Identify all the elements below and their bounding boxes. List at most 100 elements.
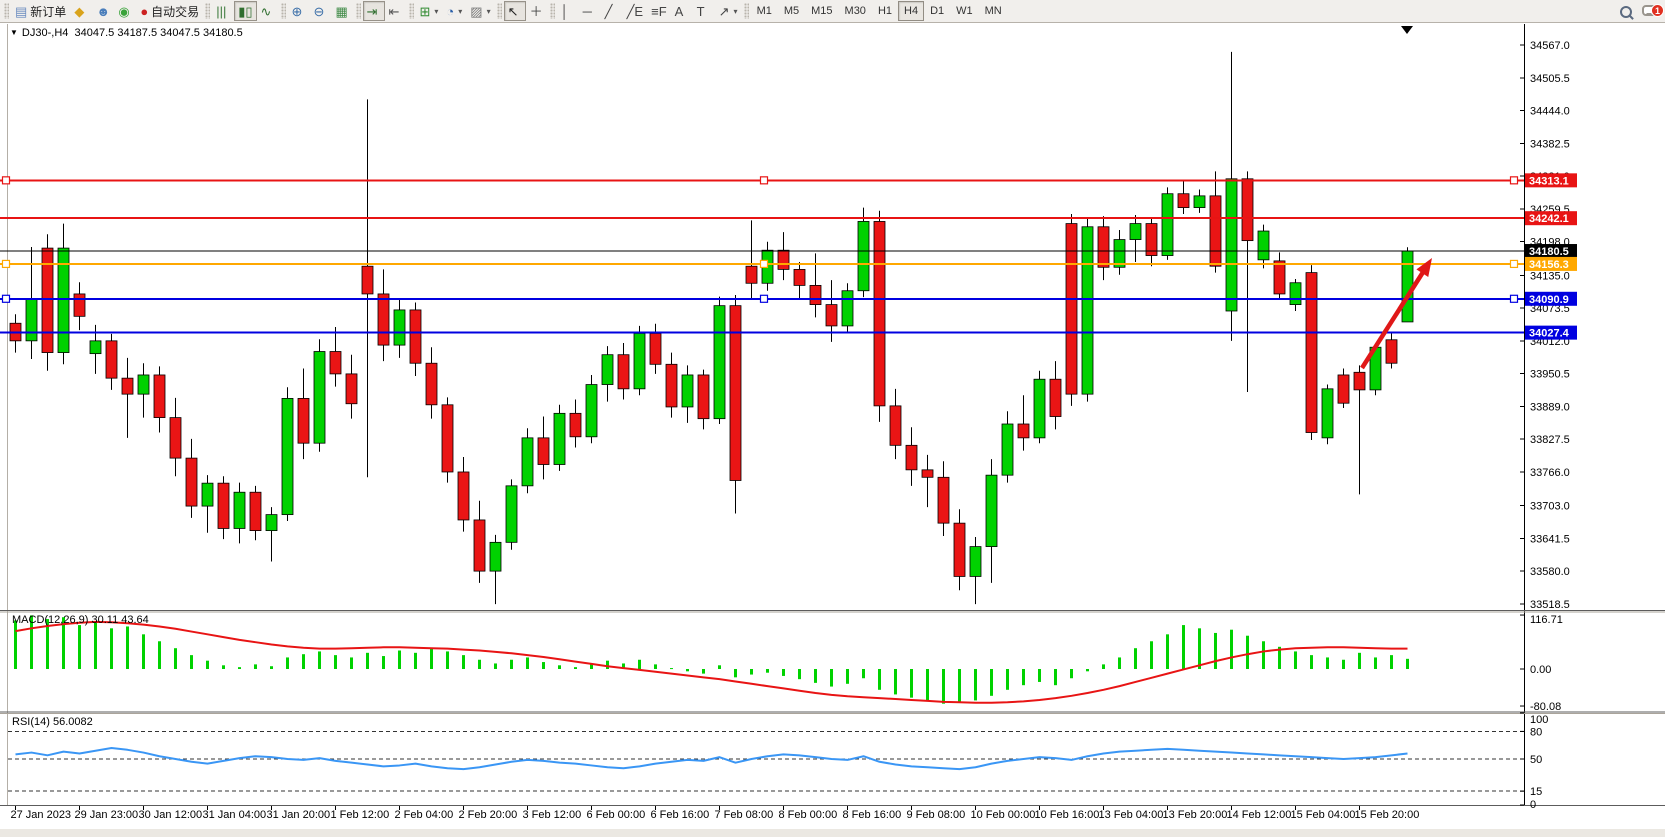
price-tick-label: 34505.5 bbox=[1530, 73, 1570, 85]
toolbar-group: │ ─ ╱ ╱E ≡F A T ↗ ▾ bbox=[557, 0, 742, 23]
new-order-button[interactable]: ▤ 新订单 bbox=[11, 1, 70, 21]
trend-arrow[interactable] bbox=[1360, 263, 1430, 370]
candle-bearish bbox=[249, 491, 262, 532]
crosshair-icon[interactable]: ＋ bbox=[526, 1, 548, 21]
hline-support-upper-handle[interactable] bbox=[1, 294, 11, 303]
hline-resistance-upper-price-tag-label: 34313.1 bbox=[1529, 175, 1569, 187]
horizontal-line-icon[interactable]: ─ bbox=[579, 1, 601, 21]
hline-resistance-upper-handle[interactable] bbox=[759, 176, 769, 185]
gold-chart-icon[interactable]: ◆ bbox=[70, 1, 92, 21]
candle-bearish bbox=[473, 519, 486, 572]
macd-axis-label: 0.00 bbox=[1530, 664, 1551, 676]
main-toolbar: ▤ 新订单 ◆ ☻ ◉ ● 自动交易 ||| ▮▯ ∿ ⊕ ⊖ ▦ ⇥ ⇤ ⊞ ▾ ◔ ▾ ▨ ▾ ↖ ＋ │ ─ ╱ ╱E ≡F A T… bbox=[0, 0, 1665, 23]
tile-windows-icon[interactable]: ▦ bbox=[332, 1, 354, 21]
timeframe-h4[interactable]: H4 bbox=[898, 1, 925, 21]
fibonacci-icon[interactable]: ≡F bbox=[647, 1, 671, 21]
auto-scroll-icon[interactable]: ⇥ bbox=[362, 1, 385, 21]
periods-icon[interactable]: ◔ ▾ bbox=[442, 1, 466, 21]
time-tick-label: 15 Feb 04:00 bbox=[1291, 809, 1356, 821]
macd-histogram-bar bbox=[462, 655, 465, 669]
indicators-icon[interactable]: ⊞ ▾ bbox=[416, 1, 443, 21]
hline-orange-handle[interactable] bbox=[1509, 259, 1519, 269]
equidistant-channel-icon[interactable]: ╱E bbox=[623, 1, 648, 21]
timeframe-m30[interactable]: M30 bbox=[839, 1, 872, 21]
timeframe-m1[interactable]: M1 bbox=[751, 1, 778, 21]
tile-windows-icon: ▦ bbox=[335, 3, 348, 19]
price-tick-label: 33703.0 bbox=[1530, 501, 1570, 513]
timeframe-d1[interactable]: D1 bbox=[924, 1, 950, 21]
search-icon[interactable] bbox=[1620, 5, 1632, 18]
hline-orange-handle[interactable] bbox=[1, 259, 11, 269]
text-label-icon[interactable]: T bbox=[693, 1, 715, 21]
rsi-axis-label: 100 bbox=[1530, 714, 1548, 726]
time-tick-label: 13 Feb 20:00 bbox=[1163, 809, 1228, 821]
candle-bullish bbox=[1257, 230, 1270, 261]
macd-panel[interactable] bbox=[14, 615, 1409, 704]
macd-histogram-bar bbox=[446, 651, 449, 669]
zoom-in-icon: ⊕ bbox=[291, 3, 303, 19]
hline-resistance-lower-price-tag-label: 34242.1 bbox=[1529, 213, 1569, 225]
candle-bearish bbox=[105, 340, 118, 379]
timeframe-m5[interactable]: M5 bbox=[778, 1, 805, 21]
line-chart-icon: ∿ bbox=[260, 3, 272, 19]
macd-histogram-bar bbox=[542, 662, 545, 669]
current-price-line-price-tag-label: 34180.5 bbox=[1529, 246, 1569, 258]
candle-bearish bbox=[905, 444, 918, 471]
chat-button[interactable]: 1 bbox=[1642, 3, 1664, 21]
hline-resistance-upper-handle[interactable] bbox=[1, 176, 11, 185]
candle-bearish bbox=[409, 309, 422, 364]
hline-support-upper-handle[interactable] bbox=[1509, 294, 1519, 303]
cursor-icon[interactable]: ↖ bbox=[503, 1, 526, 21]
macd-histogram-bar bbox=[526, 657, 529, 669]
vertical-line-icon[interactable]: │ bbox=[557, 1, 579, 21]
macd-histogram-bar bbox=[1086, 669, 1089, 672]
trendline-icon[interactable]: ╱ bbox=[601, 1, 623, 21]
timeframe-m15[interactable]: M15 bbox=[805, 1, 838, 21]
candle-bearish bbox=[937, 476, 950, 524]
current-price-line-price-tag bbox=[1525, 244, 1577, 259]
timeframe-w1[interactable]: W1 bbox=[950, 1, 979, 21]
line-chart-icon[interactable]: ∿ bbox=[257, 1, 279, 21]
macd-histogram-bar bbox=[30, 615, 33, 669]
signal-icon[interactable]: ◉ bbox=[114, 1, 136, 21]
candle-bearish bbox=[297, 398, 310, 444]
zoom-in-icon[interactable]: ⊕ bbox=[288, 1, 310, 21]
templates-icon[interactable]: ▨ ▾ bbox=[466, 1, 494, 21]
timeframe-h1[interactable]: H1 bbox=[872, 1, 898, 21]
candlestick-chart-icon[interactable]: ▮▯ bbox=[234, 1, 257, 21]
templates-icon: ▨ bbox=[470, 3, 483, 19]
market-watch-icon[interactable]: ☻ bbox=[92, 1, 114, 21]
autotrading-button[interactable]: ● 自动交易 bbox=[136, 1, 203, 21]
macd-histogram-bar bbox=[206, 660, 209, 669]
text-icon[interactable]: A bbox=[671, 1, 693, 21]
toolbar-group: ⊞ ▾ ◔ ▾ ▨ ▾ bbox=[416, 0, 495, 23]
hline-orange-handle[interactable] bbox=[759, 259, 769, 269]
text-label-icon: T bbox=[696, 3, 705, 19]
toolbar-drag-handle bbox=[4, 3, 9, 19]
bar-chart-icon[interactable]: ||| bbox=[212, 1, 234, 21]
macd-histogram-bar bbox=[926, 669, 929, 702]
candlesticks[interactable] bbox=[9, 51, 1414, 605]
arrows-icon[interactable]: ↗ ▾ bbox=[715, 1, 742, 21]
timeframe-mn[interactable]: MN bbox=[979, 1, 1008, 21]
candle-bearish bbox=[1385, 339, 1398, 364]
hline-resistance-upper-handle[interactable] bbox=[1509, 176, 1519, 185]
macd-histogram-bar bbox=[510, 659, 513, 669]
hline-support-lower-price-tag-label: 34027.4 bbox=[1529, 328, 1570, 340]
price-tick-label: 33766.0 bbox=[1530, 467, 1570, 479]
zoom-out-icon[interactable]: ⊖ bbox=[310, 1, 332, 21]
toolbar-group: ▤ 新订单 ◆ ☻ ◉ ● 自动交易 bbox=[11, 0, 203, 23]
toolbar-group: ⊕ ⊖ ▦ bbox=[288, 0, 354, 23]
chart-shift-icon[interactable]: ⇤ bbox=[385, 1, 407, 21]
toolbar-group: ||| ▮▯ ∿ bbox=[212, 0, 278, 23]
candle-bearish bbox=[1241, 178, 1254, 242]
candle-bearish bbox=[377, 293, 390, 346]
macd-histogram-bar bbox=[638, 659, 641, 669]
macd-histogram-bar bbox=[158, 641, 161, 669]
price-tick-label: 34073.5 bbox=[1530, 303, 1570, 315]
candle-bearish bbox=[1209, 195, 1222, 267]
collapse-triangle-icon[interactable]: ▼ bbox=[10, 28, 18, 37]
chart-shift-marker[interactable] bbox=[1401, 26, 1413, 34]
hline-support-upper-handle[interactable] bbox=[759, 294, 769, 303]
